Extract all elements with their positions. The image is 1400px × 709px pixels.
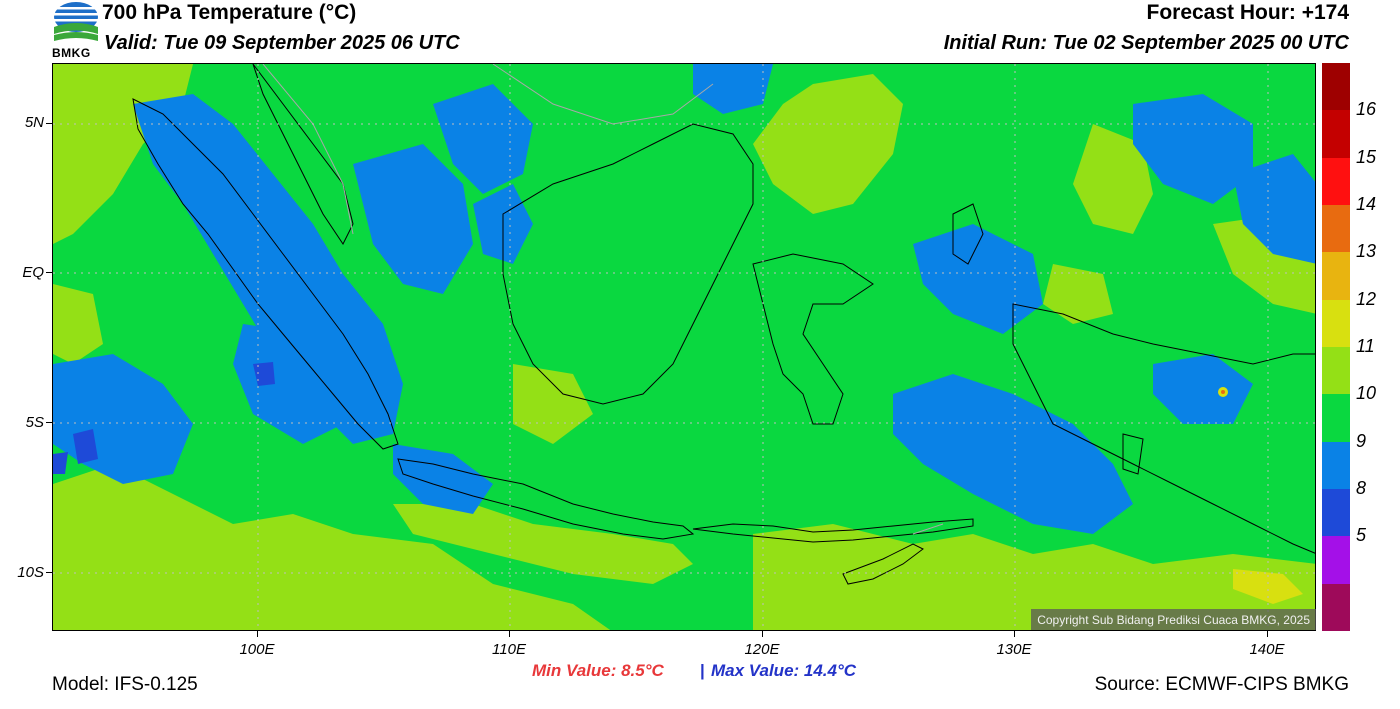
colorbar-label: 9 [1356,430,1367,451]
zone-12 [53,64,1315,630]
lon-tick [1014,631,1015,637]
colorbar-segment [1322,346,1350,395]
colorbar-label: 8 [1356,478,1367,498]
lat-label-eq: EQ [22,264,44,281]
colorbar [1322,63,1350,631]
grid-lines [53,64,1315,630]
colorbar-segment [1322,583,1350,631]
colorbar-label: 12 [1356,288,1377,309]
lat-label-10s: 10S [17,564,44,581]
colorbar-label: 10 [1356,383,1377,404]
lat-tick [46,422,52,423]
lat-tick [46,272,52,273]
lon-tick [1267,631,1268,637]
lon-label-120e: 120E [744,641,780,658]
value-separator: | [700,661,705,680]
lon-tick [762,631,763,637]
colorbar-segment [1322,299,1350,347]
lat-label-5n: 5N [24,114,44,131]
zone-10 [53,64,1315,534]
lon-label-130e: 130E [996,641,1032,658]
colorbar-segment [1322,252,1350,300]
lat-tick [46,123,52,124]
map-field [53,64,1315,630]
colorbar-segment [1322,441,1350,489]
colorbar-segment [1322,110,1350,158]
valid-time: Valid: Tue 09 September 2025 06 UTC [104,32,460,54]
logo-text: BMKG [52,46,91,60]
colorbar-segment [1322,204,1350,253]
chart-title: 700 hPa Temperature (°C) [102,1,357,24]
lat-label-5s: 5S [25,414,44,431]
min-value: Min Value: 8.5°C [532,661,664,680]
lat-tick [46,572,52,573]
initial-run: Initial Run: Tue 02 September 2025 00 UT… [943,32,1349,54]
colorbar-segment [1322,394,1350,442]
coastlines [132,64,1315,585]
colorbar-label: 5 [1356,525,1367,546]
lon-label-110e: 110E [492,641,526,658]
model-label: Model: IFS-0.125 [52,674,198,695]
colorbar-label: 13 [1356,241,1377,262]
max-value: Max Value: 14.4°C [711,661,857,680]
forecast-hour: Forecast Hour: +174 [1146,1,1350,24]
colorbar-label: 15 [1356,146,1377,167]
temperature-map [52,63,1316,631]
colorbar-label: 11 [1356,336,1375,356]
colorbar-segment [1322,63,1350,111]
colorbar-segment [1322,536,1350,584]
lon-label-100e: 100E [239,641,275,658]
copyright-notice: Copyright Sub Bidang Prediksi Cuaca BMKG… [1031,609,1316,630]
colorbar-label: 16 [1356,99,1377,120]
lon-tick [257,631,258,637]
lon-tick [509,631,510,637]
colorbar-segment [1322,157,1350,205]
colorbar-label: 14 [1356,194,1377,214]
bmkg-logo [52,1,100,61]
colorbar-segment [1322,488,1350,537]
lon-label-140e: 140E [1249,641,1285,658]
source-label: Source: ECMWF-CIPS BMKG [1094,674,1349,695]
